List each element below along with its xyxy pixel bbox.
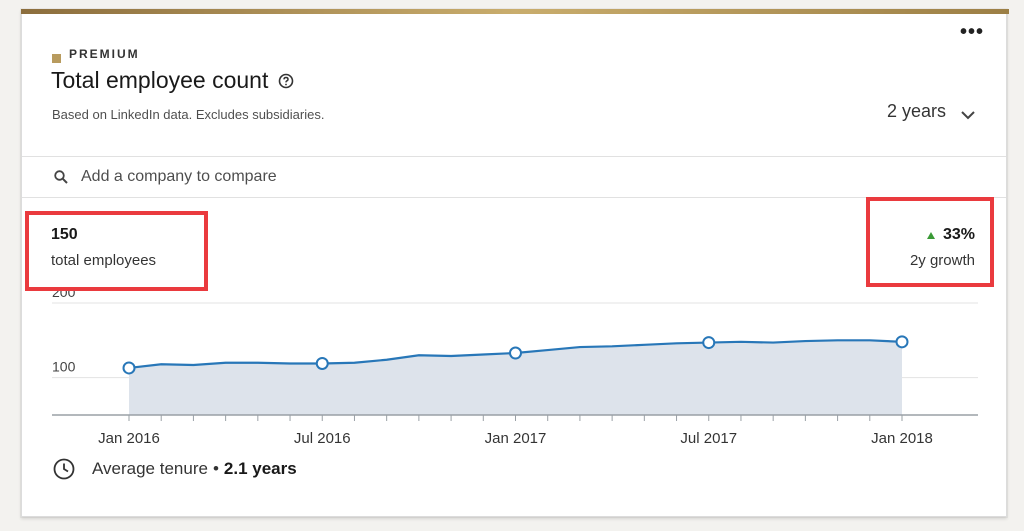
y-tick-label: 100 <box>52 359 76 375</box>
y-tick-label: 200 <box>52 289 76 300</box>
triangle-up-icon <box>926 231 935 239</box>
time-range-label: 2 years <box>886 101 946 121</box>
area-fill <box>129 340 902 415</box>
card-subtitle: Based on LinkedIn data. Excludes subsidi… <box>52 107 325 122</box>
growth-value-row: 33% <box>910 226 975 244</box>
tenure-separator: • <box>212 459 219 478</box>
premium-square-icon <box>52 50 61 63</box>
employee-count-card: ••• PREMIUM Total employee count Based o… <box>21 9 1009 517</box>
premium-top-bar <box>21 9 1009 14</box>
x-tick-label: Jul 2016 <box>294 430 351 447</box>
highlight-box-total <box>25 211 208 291</box>
data-point-marker <box>702 336 716 350</box>
help-icon[interactable] <box>278 73 294 89</box>
tenure-value: 2.1 years <box>223 459 297 478</box>
growth-stat: 33% 2y growth <box>910 226 975 269</box>
x-tick-label: Jan 2016 <box>98 430 160 447</box>
card-title-row: Total employee count <box>51 67 294 94</box>
premium-badge: PREMIUM <box>52 47 140 63</box>
growth-label: 2y growth <box>909 252 975 269</box>
employee-count-chart: 100 200 Jan 2016 Jul 2016 Jan 2017 Jul 2017 Ja… <box>52 289 978 447</box>
total-employees-label: total employees <box>51 252 157 269</box>
average-tenure: Average tenure • 2.1 years <box>53 458 297 480</box>
tenure-label: Average tenure <box>92 459 208 478</box>
data-point-marker <box>315 356 329 370</box>
total-employees-value: 150 <box>51 226 78 243</box>
growth-value: 33% <box>942 226 975 243</box>
data-point-marker <box>122 361 136 375</box>
data-point-marker <box>509 346 522 360</box>
highlight-box-growth <box>866 197 994 287</box>
divider <box>22 156 1006 157</box>
time-range-select[interactable]: 2 years <box>887 101 976 122</box>
more-options-button[interactable]: ••• <box>959 21 984 43</box>
card-title: Total employee count <box>51 67 269 93</box>
total-employees-stat: 150 total employees <box>51 226 156 269</box>
x-tick-label: Jan 2017 <box>485 430 547 447</box>
chevron-down-icon <box>960 107 976 119</box>
compare-search-bar[interactable] <box>22 157 1006 197</box>
clock-icon <box>53 458 75 480</box>
data-point-marker <box>895 335 909 349</box>
x-tick-label: Jan 2018 <box>871 430 933 447</box>
premium-label: PREMIUM <box>69 47 140 61</box>
divider <box>22 197 1006 198</box>
compare-company-input[interactable] <box>81 168 681 186</box>
tenure-text: Average tenure • 2.1 years <box>92 459 297 479</box>
x-tick-label: Jul 2017 <box>680 430 737 447</box>
search-icon <box>54 170 68 184</box>
